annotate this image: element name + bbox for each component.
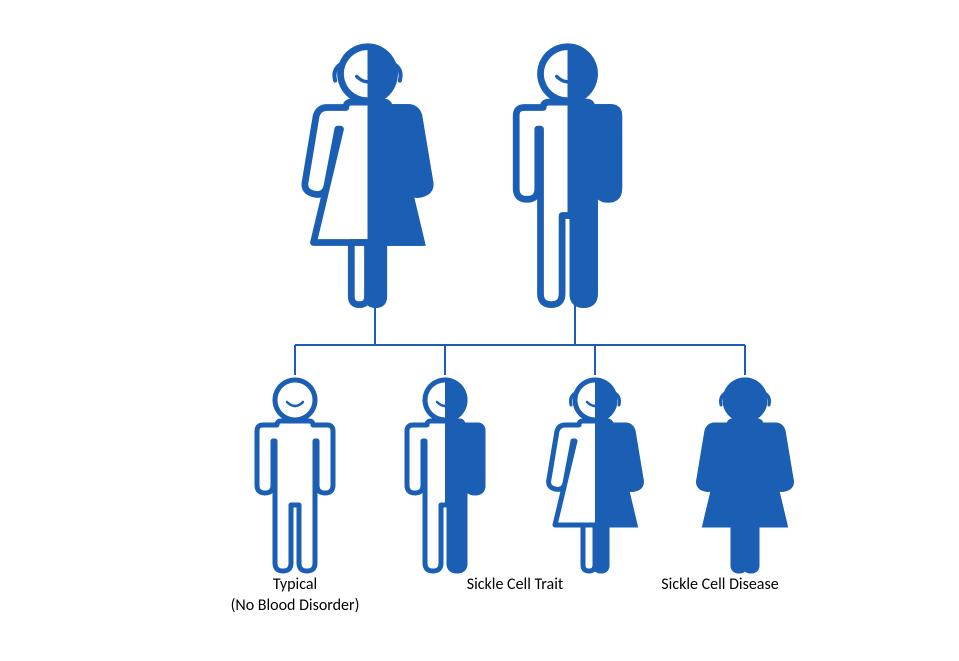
child-trait-male [395,375,495,575]
label-disease-text: Sickle Cell Disease [661,575,778,594]
label-trait: Sickle Cell Trait [415,575,615,596]
label-trait-text: Sickle Cell Trait [467,575,564,594]
child-disease [695,375,795,575]
label-disease: Sickle Cell Disease [620,575,820,596]
inheritance-diagram: Typical (No Blood Disorder) Sickle Cell … [0,0,959,661]
child-typical [245,375,345,575]
label-typical-line2: (No Blood Disorder) [231,596,360,615]
parent-father [500,40,635,310]
label-typical-line1: Typical [273,575,317,594]
label-typical: Typical (No Blood Disorder) [210,575,380,617]
child-trait-female [545,375,645,575]
parent-mother [300,40,435,310]
